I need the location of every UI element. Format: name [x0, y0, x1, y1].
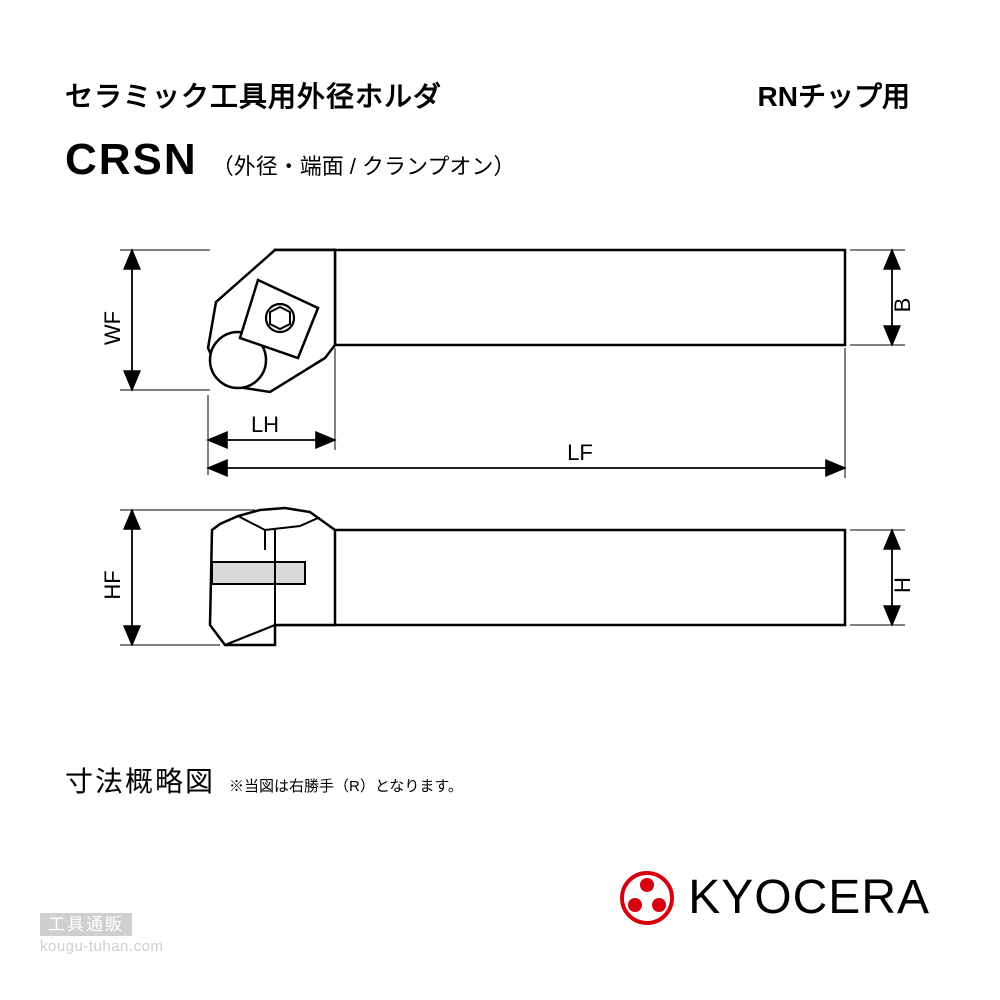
dim-wf: WF: [100, 250, 210, 390]
brand-logo: KYOCERA: [620, 870, 930, 925]
caption-title: 寸法概略図: [65, 760, 215, 800]
watermark-line2: kougu-tuhan.com: [40, 938, 163, 955]
brand-name: KYOCERA: [688, 870, 930, 925]
dim-h: H: [850, 530, 915, 625]
page-title-right: RNチップ用: [758, 75, 910, 115]
dim-label-b: B: [890, 298, 915, 313]
dimension-diagram: WF B LH LF: [60, 230, 940, 720]
dim-label-hf: HF: [100, 570, 125, 599]
watermark-line1: 工具通販: [40, 910, 132, 935]
dim-label-lf: LF: [567, 440, 593, 465]
model-subtitle: （外径・端面 / クランプオン）: [212, 149, 516, 181]
top-view: [208, 250, 845, 392]
caption-note: ※当図は右勝手（R）となります。: [229, 775, 463, 796]
kyocera-mark-icon: [620, 871, 674, 925]
dim-b: B: [850, 250, 915, 345]
model-code: CRSN: [65, 135, 198, 185]
side-view: [210, 508, 845, 645]
dim-label-h: H: [890, 577, 915, 593]
dim-label-wf: WF: [100, 311, 125, 345]
dim-label-lh: LH: [251, 412, 279, 437]
